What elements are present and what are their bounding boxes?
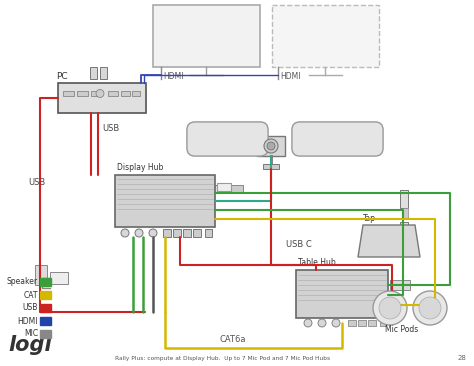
FancyBboxPatch shape: [187, 122, 268, 156]
FancyBboxPatch shape: [173, 229, 181, 237]
Circle shape: [373, 291, 407, 325]
Text: CAT6a: CAT6a: [220, 335, 246, 344]
FancyBboxPatch shape: [90, 67, 97, 79]
Circle shape: [267, 142, 275, 150]
Polygon shape: [358, 225, 420, 257]
FancyBboxPatch shape: [380, 320, 386, 326]
Text: HDMI: HDMI: [18, 317, 38, 325]
FancyBboxPatch shape: [183, 229, 191, 237]
FancyBboxPatch shape: [217, 183, 231, 191]
FancyBboxPatch shape: [121, 91, 130, 96]
Text: logi: logi: [8, 335, 52, 355]
FancyBboxPatch shape: [163, 229, 171, 237]
FancyBboxPatch shape: [100, 67, 107, 79]
FancyBboxPatch shape: [215, 185, 231, 193]
Bar: [40, 317, 51, 325]
FancyBboxPatch shape: [390, 280, 410, 290]
Text: Tap: Tap: [363, 214, 376, 223]
FancyBboxPatch shape: [263, 164, 279, 169]
Bar: [40, 278, 51, 286]
Text: USB: USB: [102, 124, 119, 133]
Text: MIC: MIC: [24, 329, 38, 339]
Circle shape: [149, 229, 157, 237]
Bar: [40, 330, 51, 338]
Circle shape: [96, 90, 104, 97]
FancyBboxPatch shape: [153, 5, 260, 67]
FancyBboxPatch shape: [400, 222, 408, 240]
FancyBboxPatch shape: [193, 229, 201, 237]
FancyBboxPatch shape: [108, 91, 118, 96]
FancyBboxPatch shape: [403, 240, 408, 250]
Bar: [40, 291, 51, 299]
Circle shape: [264, 139, 278, 153]
FancyBboxPatch shape: [368, 320, 376, 326]
Circle shape: [413, 291, 447, 325]
FancyBboxPatch shape: [115, 175, 215, 227]
Circle shape: [332, 319, 340, 327]
FancyBboxPatch shape: [348, 320, 356, 326]
FancyBboxPatch shape: [400, 190, 408, 208]
FancyBboxPatch shape: [292, 122, 383, 156]
FancyBboxPatch shape: [50, 272, 68, 284]
Circle shape: [121, 229, 129, 237]
Bar: [40, 304, 51, 312]
Text: Rally Plus: compute at Display Hub.  Up to 7 Mic Pod and 7 Mic Pod Hubs: Rally Plus: compute at Display Hub. Up t…: [115, 356, 330, 361]
Text: CAT: CAT: [24, 291, 38, 299]
Text: USB C: USB C: [286, 240, 312, 249]
FancyBboxPatch shape: [35, 265, 47, 285]
Circle shape: [419, 297, 441, 319]
Circle shape: [379, 297, 401, 319]
FancyBboxPatch shape: [91, 91, 102, 96]
FancyBboxPatch shape: [132, 91, 140, 96]
Circle shape: [318, 319, 326, 327]
FancyBboxPatch shape: [58, 83, 146, 113]
FancyBboxPatch shape: [358, 320, 366, 326]
Text: Display Hub: Display Hub: [117, 163, 164, 172]
FancyBboxPatch shape: [63, 91, 74, 96]
FancyBboxPatch shape: [231, 185, 243, 193]
Text: USB: USB: [23, 303, 38, 313]
Text: HDMI: HDMI: [163, 72, 183, 81]
FancyBboxPatch shape: [257, 136, 285, 156]
Circle shape: [304, 319, 312, 327]
Text: HDMI: HDMI: [280, 72, 301, 81]
Text: Speaker: Speaker: [7, 277, 38, 287]
FancyBboxPatch shape: [296, 270, 388, 318]
Text: Table Hub: Table Hub: [298, 258, 336, 267]
FancyBboxPatch shape: [77, 91, 88, 96]
Text: Mic Pods: Mic Pods: [385, 325, 418, 334]
FancyBboxPatch shape: [272, 5, 379, 67]
Text: 28: 28: [457, 355, 466, 361]
FancyBboxPatch shape: [205, 229, 212, 237]
Text: PC: PC: [56, 72, 68, 81]
Circle shape: [135, 229, 143, 237]
FancyBboxPatch shape: [403, 208, 408, 218]
Text: USB: USB: [28, 178, 45, 187]
